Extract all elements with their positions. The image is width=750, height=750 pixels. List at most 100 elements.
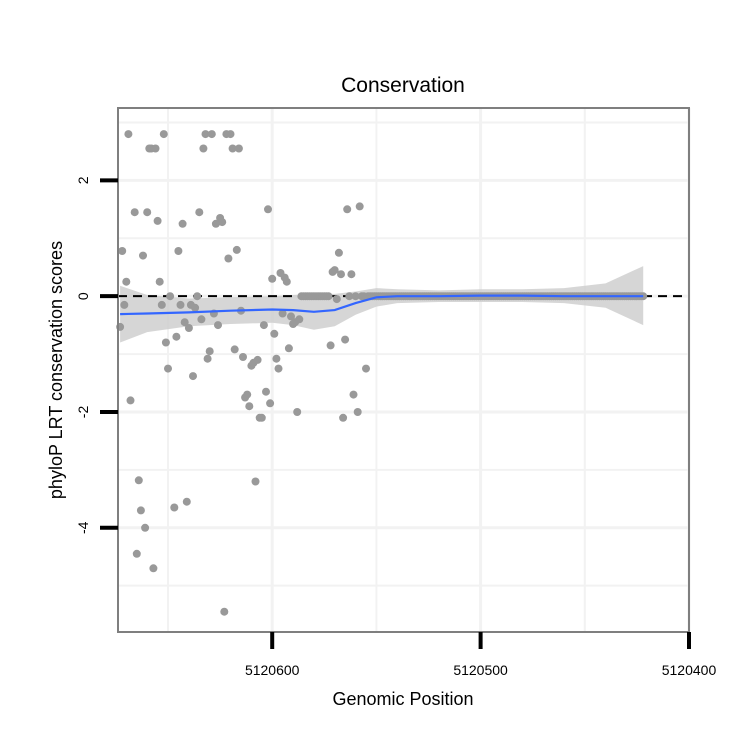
- data-point: [278, 309, 287, 318]
- data-point: [211, 219, 220, 228]
- data-point: [172, 332, 181, 341]
- y-tick-label: 2: [75, 176, 91, 184]
- data-point: [243, 390, 252, 399]
- data-point: [136, 506, 145, 515]
- smooth-trend: [120, 294, 644, 316]
- data-point: [343, 205, 352, 214]
- data-point: [245, 402, 254, 411]
- y-tick-label: -2: [75, 406, 91, 419]
- data-point: [266, 399, 275, 408]
- data-point: [272, 354, 281, 363]
- data-point: [259, 321, 268, 330]
- data-point: [182, 497, 191, 506]
- data-point: [189, 372, 197, 381]
- data-point: [118, 247, 127, 255]
- data-point: [124, 130, 133, 139]
- data-point: [345, 292, 354, 301]
- data-point: [251, 477, 260, 486]
- data-point: [284, 344, 293, 353]
- data-point: [120, 300, 129, 309]
- data-point: [176, 300, 185, 309]
- data-point: [355, 202, 364, 211]
- data-point: [151, 144, 160, 153]
- data-point: [199, 144, 208, 153]
- confidence-ribbon: [120, 266, 644, 343]
- data-point: [205, 347, 214, 356]
- data-point: [239, 353, 247, 361]
- data-point: [293, 408, 302, 416]
- x-tick-label: 5120500: [453, 662, 508, 678]
- data-point: [201, 130, 210, 139]
- chart-title: Conservation: [341, 74, 465, 97]
- data-point: [274, 364, 283, 373]
- data-point: [332, 295, 341, 304]
- data-point: [195, 208, 204, 217]
- data-point: [193, 292, 202, 301]
- data-point: [234, 144, 243, 153]
- data-point: [139, 251, 147, 260]
- y-tick-label: -4: [75, 521, 91, 534]
- data-point: [134, 476, 143, 485]
- axes: 2 0 -2 -4 5120600 5120500 5120400: [75, 176, 716, 678]
- data-point: [324, 292, 333, 301]
- data-point: [153, 216, 162, 225]
- grid-lines: [118, 108, 691, 632]
- smooth-line: [120, 294, 644, 316]
- data-point: [132, 549, 141, 558]
- panel-border: [117, 107, 690, 633]
- data-point: [122, 277, 131, 286]
- data-points: [116, 130, 648, 616]
- x-axis-label: Genomic Position: [332, 689, 473, 709]
- data-point: [130, 208, 139, 217]
- data-point: [339, 413, 348, 422]
- data-point: [353, 408, 362, 416]
- data-point: [330, 266, 339, 275]
- y-tick-label: 0: [75, 292, 91, 300]
- confidence-band: [120, 266, 644, 343]
- data-point: [295, 315, 304, 324]
- data-point: [203, 354, 212, 363]
- data-point: [347, 270, 356, 279]
- x-tick-label: 5120600: [245, 662, 300, 678]
- data-point: [126, 396, 135, 405]
- data-point: [230, 345, 239, 354]
- data-point: [349, 390, 358, 399]
- data-point: [228, 144, 237, 153]
- data-point: [337, 270, 345, 279]
- data-point: [232, 245, 241, 254]
- data-point: [207, 130, 216, 139]
- data-point: [180, 318, 189, 327]
- data-point: [214, 321, 222, 330]
- data-point: [157, 300, 166, 309]
- data-point: [224, 254, 233, 263]
- data-point: [184, 324, 193, 332]
- data-point: [282, 277, 291, 286]
- data-point: [141, 523, 150, 532]
- data-point: [362, 364, 370, 373]
- data-point: [149, 564, 158, 573]
- data-point: [218, 218, 227, 227]
- data-point: [257, 413, 266, 422]
- data-point: [264, 205, 272, 214]
- data-point: [268, 274, 277, 283]
- data-point: [161, 338, 170, 347]
- data-point: [220, 607, 229, 616]
- data-point: [226, 130, 235, 139]
- data-point: [262, 387, 270, 396]
- data-point: [170, 503, 179, 512]
- data-point: [159, 130, 168, 139]
- y-axis-label: phyloP LRT conservation scores: [46, 241, 66, 499]
- data-point: [143, 208, 152, 217]
- data-point: [351, 292, 360, 301]
- data-point: [334, 248, 343, 257]
- data-point: [197, 315, 206, 324]
- data-point: [253, 355, 262, 364]
- data-point: [174, 247, 183, 255]
- data-point: [155, 277, 164, 286]
- x-tick-label: 5120400: [662, 662, 717, 678]
- data-point: [191, 303, 200, 312]
- data-point: [287, 312, 295, 321]
- data-point: [270, 329, 279, 338]
- data-point: [166, 292, 175, 301]
